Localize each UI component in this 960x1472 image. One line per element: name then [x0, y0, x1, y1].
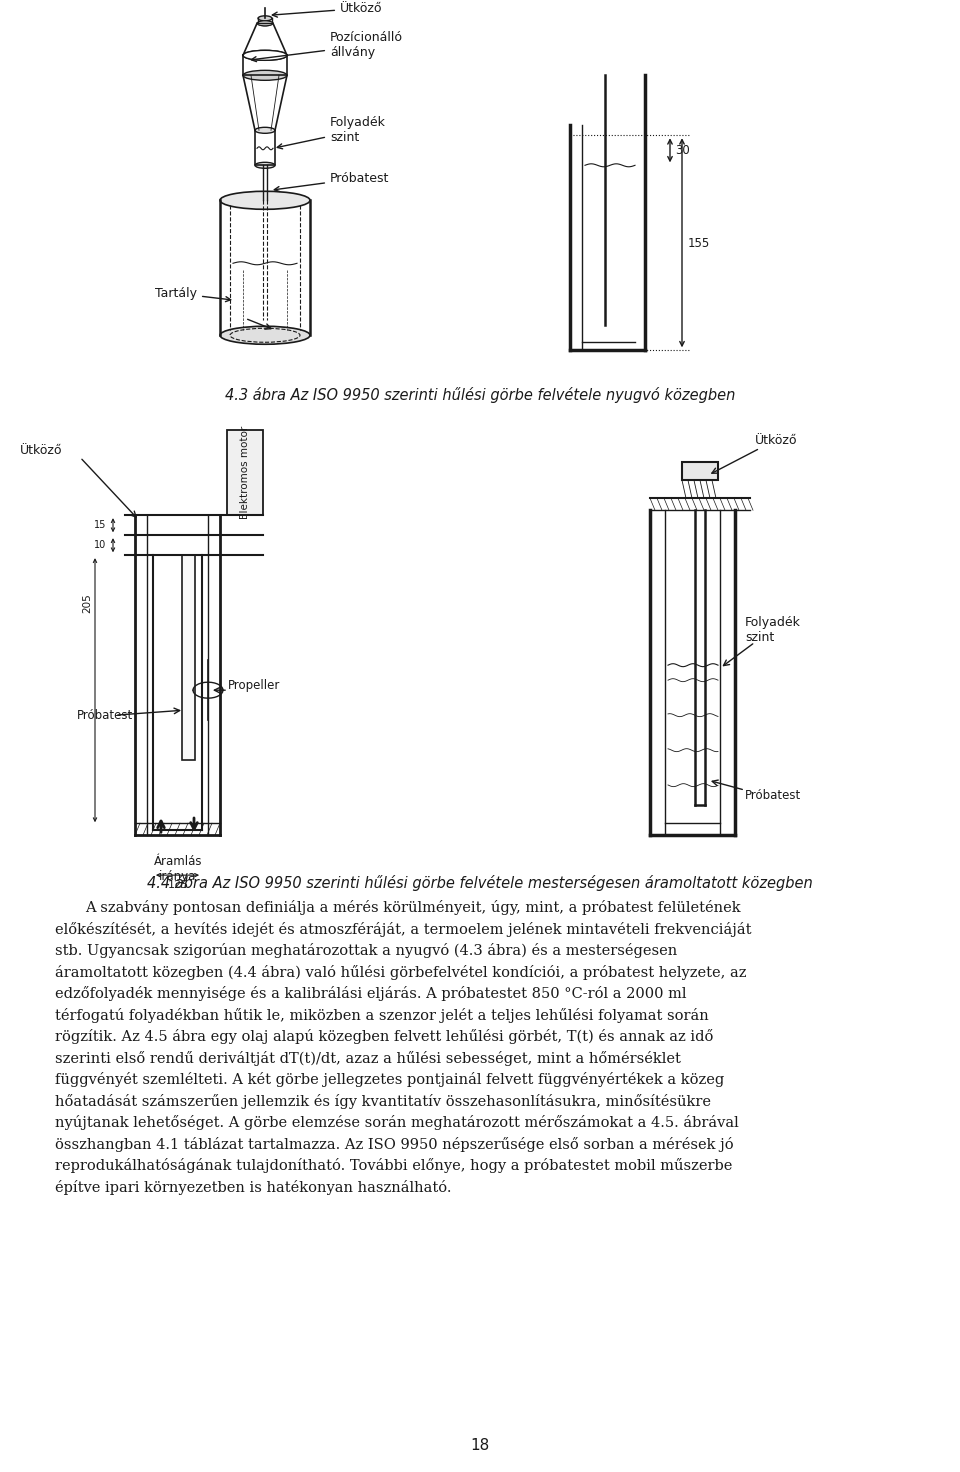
Text: Áramlás
iránya: Áramlás iránya	[154, 855, 203, 883]
Text: Pozícionálló
állvány: Pozícionálló állvány	[252, 31, 403, 62]
Text: rögzítik. Az 4.5 ábra egy olaj alapú közegben felvett lehűlési görbét, T(t) és a: rögzítik. Az 4.5 ábra egy olaj alapú köz…	[55, 1029, 713, 1044]
Text: stb. Ugyancsak szigorúan meghatározottak a nyugvó (4.3 ábra) és a mesterségesen: stb. Ugyancsak szigorúan meghatározottak…	[55, 944, 677, 958]
Text: szerinti első rendű deriváltját dT(t)/dt, azaz a hűlési sebességet, mint a hőmér: szerinti első rendű deriváltját dT(t)/dt…	[55, 1051, 681, 1066]
Text: 18: 18	[470, 1438, 490, 1453]
Text: Folyadék
szint: Folyadék szint	[745, 617, 801, 645]
Text: hőatadását számszerűen jellemzik és így kvantitatív összehasonlításukra, minősít: hőatadását számszerűen jellemzik és így …	[55, 1094, 711, 1108]
Ellipse shape	[258, 21, 272, 26]
Text: 10: 10	[94, 540, 107, 551]
Text: 15: 15	[94, 520, 107, 530]
Text: Folyadék
szint: Folyadék szint	[277, 116, 386, 149]
Ellipse shape	[255, 162, 275, 168]
Bar	[182, 555, 195, 760]
Text: Ütköző: Ütköző	[273, 1, 382, 18]
Ellipse shape	[258, 16, 272, 21]
Text: nyújtanak lehetőséget. A görbe elemzése során meghatározott mérőszámokat a 4.5. : nyújtanak lehetőséget. A görbe elemzése …	[55, 1116, 739, 1130]
Ellipse shape	[220, 191, 310, 209]
Bar	[227, 430, 263, 515]
Text: 205: 205	[82, 593, 92, 612]
Text: Próbatest: Próbatest	[745, 789, 802, 802]
Text: Próbatest: Próbatest	[77, 708, 133, 721]
Text: edzőfolyadék mennyisége és a kalibrálási eljárás. A próbatestet 850 °C-ról a 200: edzőfolyadék mennyisége és a kalibrálási…	[55, 986, 686, 1001]
Ellipse shape	[243, 71, 287, 81]
Text: 4.4 ábra Az ISO 9950 szerinti hűlési görbe felvétele mesterségesen áramoltatott : 4.4 ábra Az ISO 9950 szerinti hűlési gör…	[147, 876, 813, 891]
Ellipse shape	[243, 50, 287, 60]
Text: összhangban 4.1 táblázat tartalmazza. Az ISO 9950 népszerűsége első sorban a mér: összhangban 4.1 táblázat tartalmazza. Az…	[55, 1136, 733, 1151]
Ellipse shape	[255, 127, 275, 134]
Text: 30: 30	[675, 144, 689, 158]
Text: reprodukálhatóságának tulajdonítható. További előnye, hogy a próbatestet mobil m: reprodukálhatóságának tulajdonítható. To…	[55, 1158, 732, 1173]
Text: Tartály: Tartály	[155, 287, 230, 302]
Text: Ütköző: Ütköző	[20, 443, 62, 456]
Text: előkészítését, a hevítés idejét és atmoszféráját, a termoelem jelének mintavétel: előkészítését, a hevítés idejét és atmos…	[55, 921, 752, 936]
Text: áramoltatott közegben (4.4 ábra) való hűlési görbefelvétel kondíciói, a próbates: áramoltatott közegben (4.4 ábra) való hű…	[55, 964, 747, 980]
Ellipse shape	[257, 21, 273, 26]
Text: A szabvány pontosan definiálja a mérés körülményeit, úgy, mint, a próbatest felü: A szabvány pontosan definiálja a mérés k…	[85, 901, 740, 916]
Text: térfogatú folyadékban hűtik le, miközben a szenzor jelét a teljes lehűlési folya: térfogatú folyadékban hűtik le, miközben…	[55, 1008, 708, 1023]
Text: 155: 155	[688, 237, 710, 250]
Ellipse shape	[220, 327, 310, 344]
Text: Próbatest: Próbatest	[275, 172, 390, 191]
Text: építve ipari környezetben is hatékonyan használható.: építve ipari környezetben is hatékonyan …	[55, 1179, 451, 1195]
Text: Ütköző: Ütköző	[755, 434, 798, 446]
Bar	[682, 462, 718, 480]
Text: Propeller: Propeller	[228, 679, 280, 692]
Text: 125: 125	[167, 880, 188, 891]
Text: Elektromos motor: Elektromos motor	[240, 425, 250, 518]
Text: 4.3 ábra Az ISO 9950 szerinti hűlési görbe felvétele nyugvó közegben: 4.3 ábra Az ISO 9950 szerinti hűlési gör…	[225, 387, 735, 403]
Ellipse shape	[243, 50, 287, 60]
Text: függvényét szemlélteti. A két görbe jellegzetes pontjainál felvett függvényérték: függvényét szemlélteti. A két görbe jell…	[55, 1072, 724, 1088]
